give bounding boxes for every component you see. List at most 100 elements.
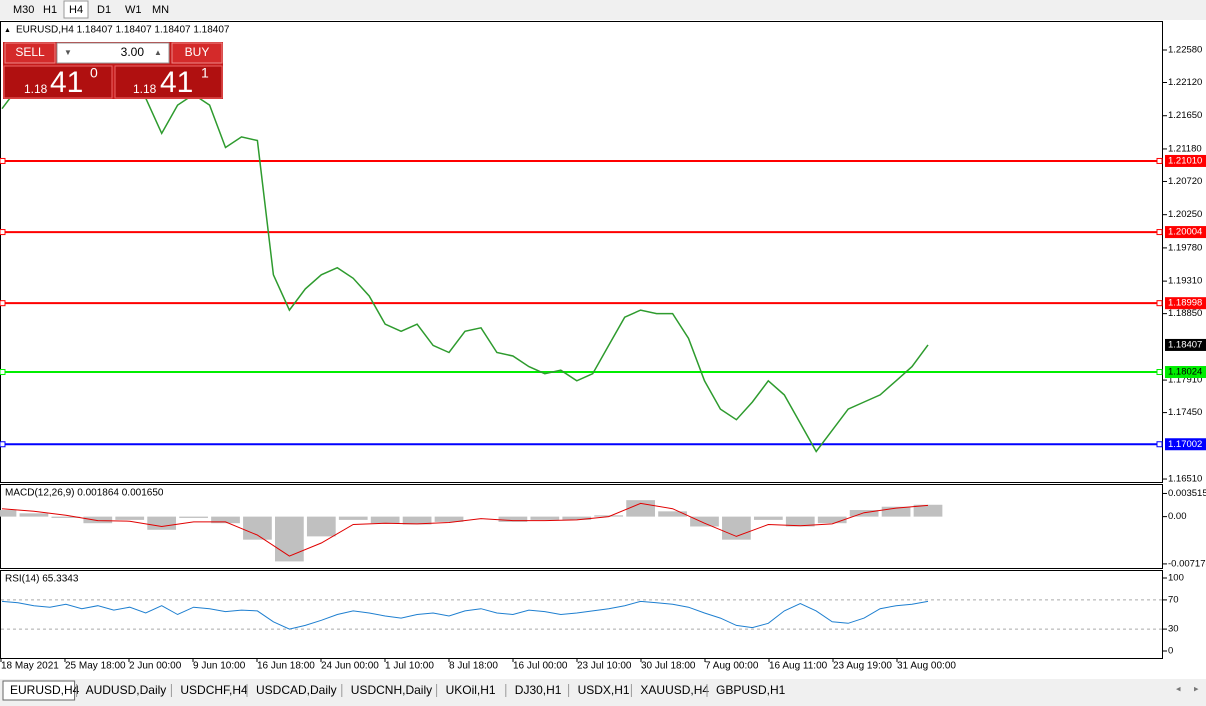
macd-bar <box>530 516 560 520</box>
timeframe-button[interactable]: H4 <box>69 4 83 16</box>
tab[interactable]: USDCNH,Daily <box>351 683 432 697</box>
buy-label: BUY <box>185 45 210 59</box>
y-tick-label: 1.19780 <box>1168 242 1202 253</box>
macd-bar <box>785 516 815 527</box>
y-tick-label: 0.00 <box>1168 511 1187 522</box>
tab[interactable]: UKOil,H1 <box>446 683 496 697</box>
price-tag <box>1165 366 1206 379</box>
macd-bar <box>275 516 304 562</box>
y-tick-label: 70 <box>1168 594 1179 605</box>
sell-label: SELL <box>15 45 45 59</box>
line-handle <box>0 369 6 376</box>
x-tick-label: 16 Aug 11:00 <box>769 661 828 672</box>
sell-price-pips: 41 <box>50 66 83 99</box>
line-handle <box>0 157 6 164</box>
line-handle <box>1156 157 1163 164</box>
macd-bar <box>817 516 847 524</box>
y-tick-label: 1.20250 <box>1168 209 1202 220</box>
x-tick-label: 23 Aug 19:00 <box>833 661 892 672</box>
y-tick-label: 1.16510 <box>1168 474 1202 485</box>
spin-down[interactable]: ▼ <box>64 48 72 57</box>
macd-bar <box>179 516 208 518</box>
tab[interactable]: USDX,H1 <box>578 683 630 697</box>
macd-bar <box>690 516 719 527</box>
x-tick-label: 7 Aug 00:00 <box>705 661 759 672</box>
macd-bar <box>402 516 432 525</box>
y-tick-label: 0.003515 <box>1168 488 1206 499</box>
y-tick-label: 1.21650 <box>1168 110 1202 121</box>
main-panel <box>0 21 1163 483</box>
price-tag-label: 1.17002 <box>1168 439 1202 450</box>
macd-bar <box>243 516 272 540</box>
y-tick-label: 1.19310 <box>1168 276 1202 287</box>
y-tick-label: 1.18850 <box>1168 308 1202 319</box>
x-tick-label: 2 Jun 00:00 <box>129 661 182 672</box>
macd-bar <box>51 516 81 518</box>
current-price-label: 1.18407 <box>1168 339 1202 350</box>
line-handle <box>0 441 6 448</box>
macd-bar <box>849 510 879 517</box>
signal-line <box>1 502 929 557</box>
y-tick-label: 1.17450 <box>1168 407 1202 418</box>
tab[interactable]: XAUUSD,H4 <box>640 683 709 697</box>
timeframe-button[interactable]: D1 <box>97 4 111 16</box>
macd-bar <box>338 516 368 520</box>
macd-bar <box>211 516 240 524</box>
price-tag-label: 1.18024 <box>1168 367 1202 378</box>
title-marker: ▲ <box>4 27 11 34</box>
macd-bar <box>0 510 17 517</box>
x-tick-label: 1 Jul 10:00 <box>385 661 434 672</box>
price-tag-label: 1.21010 <box>1168 155 1202 166</box>
buy-price-box[interactable] <box>114 65 223 99</box>
macd-bar <box>370 516 400 524</box>
panel-title: MACD(12,26,9) 0.001864 0.001650 <box>5 488 164 499</box>
y-tick-label: 100 <box>1168 573 1184 584</box>
tab[interactable]: DJ30,H1 <box>515 683 562 697</box>
y-tick-label: 1.17910 <box>1168 375 1202 386</box>
macd-bar <box>881 506 911 517</box>
y-tick-label: 1.22580 <box>1168 45 1202 56</box>
x-tick-label: 18 May 2021 <box>1 661 59 672</box>
price-tag <box>1165 297 1206 310</box>
macd-bar <box>434 516 464 522</box>
price-tag <box>1165 438 1206 451</box>
macd-bar <box>115 516 145 520</box>
timeframe-button[interactable]: MN <box>152 4 169 16</box>
tab[interactable]: GBPUSD,H1 <box>716 683 786 697</box>
tab-scroll[interactable]: ◂ <box>1176 683 1181 693</box>
macd-bar <box>498 516 528 522</box>
toolbar <box>0 0 1206 19</box>
sell-button[interactable] <box>4 42 56 64</box>
x-tick-label: 25 May 18:00 <box>65 661 126 672</box>
timeframe-button[interactable]: W1 <box>125 4 142 16</box>
volume: 3.00 <box>121 45 145 59</box>
tab[interactable]: USDCHF,H4 <box>180 683 248 697</box>
line-handle <box>0 300 6 307</box>
price-tag-label: 1.18998 <box>1168 298 1202 309</box>
timeframe-button[interactable]: H1 <box>43 4 57 16</box>
buy-price-pips: 41 <box>160 66 193 99</box>
spin-up[interactable]: ▲ <box>154 48 162 57</box>
tab[interactable]: AUDUSD,Daily <box>86 683 167 697</box>
tab[interactable]: EURUSD,H4 <box>10 683 80 697</box>
timeframe-button[interactable]: M30 <box>13 4 34 16</box>
y-tick-label: 1.20720 <box>1168 176 1202 187</box>
macd-bar <box>147 516 177 530</box>
macd-bar <box>658 511 687 517</box>
line-handle <box>1156 300 1163 307</box>
buy-button[interactable] <box>171 42 223 64</box>
tab[interactable]: USDCAD,Daily <box>256 683 337 697</box>
macd-bar <box>562 516 592 520</box>
x-tick-label: 9 Jun 10:00 <box>193 661 246 672</box>
x-tick-label: 31 Aug 00:00 <box>897 661 956 672</box>
price-tag-label: 1.20004 <box>1168 227 1202 238</box>
tab-bar <box>0 679 1206 706</box>
tab-scroll[interactable]: ▸ <box>1194 683 1199 693</box>
volume-input[interactable] <box>56 42 170 64</box>
sell-price-box[interactable] <box>3 65 113 99</box>
macd-panel <box>0 484 1163 569</box>
macd-bar <box>594 515 624 517</box>
current-price-tag <box>1165 338 1206 351</box>
y-tick-label: 0 <box>1168 646 1173 657</box>
x-tick-label: 30 Jul 18:00 <box>641 661 696 672</box>
